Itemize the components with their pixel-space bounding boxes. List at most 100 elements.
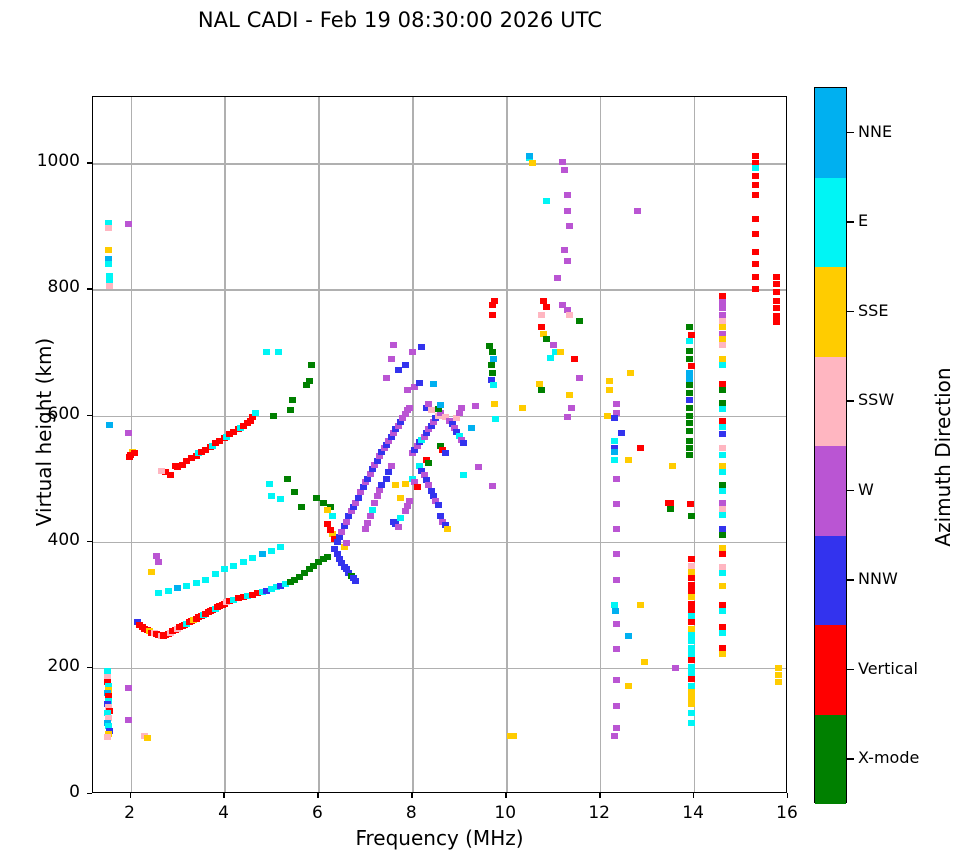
echo-point	[366, 470, 374, 477]
x-tick	[787, 793, 789, 798]
echo-point	[688, 575, 696, 582]
echo-point	[488, 311, 496, 318]
colorbar-tick	[847, 310, 854, 313]
colorbar-label-w: W	[858, 479, 874, 499]
echo-point	[688, 562, 696, 569]
echo-point	[751, 165, 759, 172]
echo-point	[718, 381, 726, 387]
echo-point	[326, 527, 334, 534]
echo-point	[408, 349, 416, 356]
echo-point	[284, 475, 292, 482]
echo-point	[394, 523, 402, 530]
colorbar-band-w[interactable]	[815, 446, 846, 536]
x-axis-title: Frequency (MHz)	[355, 826, 524, 850]
colorbar-label-ssw: SSW	[858, 390, 895, 410]
echo-point	[688, 710, 696, 717]
colorbar[interactable]	[814, 87, 847, 804]
echo-point	[230, 428, 238, 435]
colorbar-band-x-mode[interactable]	[815, 714, 846, 804]
echo-point	[103, 668, 111, 674]
echo-point	[559, 158, 567, 165]
echo-point	[104, 697, 112, 704]
echo-point	[685, 338, 693, 345]
echo-point	[307, 362, 315, 369]
echo-point	[375, 452, 383, 459]
colorbar-band-vertical[interactable]	[815, 625, 846, 715]
echo-point	[610, 732, 618, 739]
echo-point	[418, 468, 426, 475]
echo-point	[437, 402, 444, 409]
echo-point	[718, 406, 726, 413]
colorbar-band-nnw[interactable]	[815, 535, 846, 625]
y-tick	[87, 540, 92, 543]
echo-point	[441, 413, 449, 420]
echo-point	[718, 299, 726, 305]
gridline-vertical	[318, 97, 320, 792]
echo-point	[277, 582, 285, 589]
echo-point	[157, 468, 165, 475]
colorbar-band-e[interactable]	[815, 177, 846, 267]
echo-point	[239, 594, 247, 601]
echo-point	[718, 570, 726, 577]
echo-point	[688, 682, 696, 689]
echo-point	[105, 422, 113, 428]
colorbar-tick	[847, 221, 854, 223]
y-tick-label: 1000	[36, 151, 80, 172]
gridline-vertical	[224, 97, 226, 792]
plot-area[interactable]	[92, 96, 787, 793]
echo-point	[390, 430, 398, 437]
echo-point	[718, 423, 726, 430]
echo-point	[566, 311, 574, 318]
echo-point	[230, 562, 238, 569]
echo-point	[441, 450, 449, 457]
echo-point	[104, 703, 112, 710]
echo-point	[394, 367, 402, 374]
echo-point	[211, 571, 219, 578]
echo-point	[422, 404, 430, 411]
echo-point	[429, 493, 437, 500]
echo-point	[772, 288, 780, 295]
echo-point	[364, 519, 372, 526]
echo-point	[611, 608, 619, 615]
echo-point	[382, 374, 390, 381]
echo-point	[312, 494, 320, 501]
echo-point	[385, 469, 393, 476]
echo-point	[289, 396, 297, 403]
echo-point	[603, 412, 611, 419]
echo-point	[425, 401, 433, 408]
echo-point	[542, 304, 550, 311]
echo-point	[263, 587, 271, 594]
echo-point	[613, 475, 621, 482]
echo-point	[537, 311, 545, 318]
echo-point	[429, 418, 437, 425]
x-tick-label: 6	[311, 803, 323, 823]
echo-point	[343, 518, 351, 525]
echo-point	[563, 191, 571, 198]
echo-point	[105, 272, 113, 279]
echo-point	[392, 426, 400, 433]
x-tick-label: 16	[776, 803, 798, 823]
colorbar-band-nne[interactable]	[815, 88, 846, 178]
echo-point	[270, 412, 278, 419]
page-title: NAL CADI - Feb 19 08:30:00 2026 UTC	[197, 8, 603, 32]
echo-point	[246, 417, 254, 424]
echo-point	[718, 608, 726, 615]
x-tick	[505, 793, 507, 798]
echo-point	[239, 422, 247, 429]
echo-point	[387, 355, 395, 362]
echo-point	[324, 553, 332, 560]
echo-point	[347, 508, 355, 515]
echo-point	[688, 513, 696, 520]
echo-point	[352, 499, 360, 506]
colorbar-band-ssw[interactable]	[815, 356, 846, 446]
echo-point	[509, 732, 517, 739]
colorbar-band-sse[interactable]	[815, 267, 846, 357]
echo-point	[437, 410, 444, 416]
echo-point	[624, 456, 632, 463]
echo-point	[685, 355, 693, 362]
echo-point	[103, 734, 111, 741]
echo-point	[610, 601, 618, 608]
echo-point	[152, 552, 160, 559]
echo-point	[166, 472, 174, 479]
